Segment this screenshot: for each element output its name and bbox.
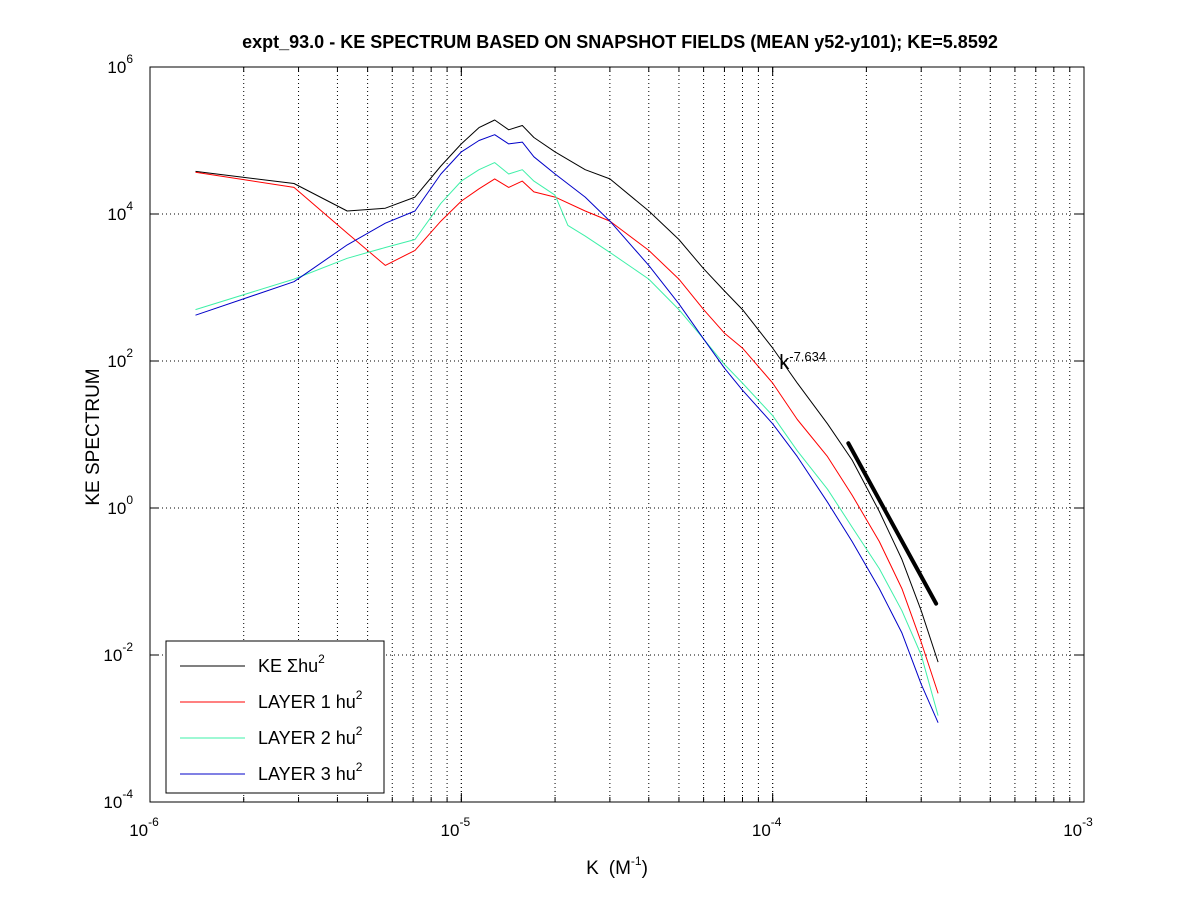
y-tick-base: 10 — [107, 352, 126, 371]
fit-label-k: k — [779, 352, 790, 374]
y-tick-base: 10 — [103, 646, 122, 665]
legend-label-2: LAYER 1 hu2 — [258, 688, 363, 712]
series-layer — [195, 119, 939, 723]
legend-label-superscript: 2 — [318, 652, 325, 666]
x-axis-label: K (M-1) — [586, 854, 648, 879]
y-tick-exponent: 0 — [126, 493, 133, 507]
fit-line — [846, 441, 939, 606]
chart-title: expt_93.0 - KE SPECTRUM BASED ON SNAPSHO… — [242, 32, 998, 52]
fit-label: k-7.634 — [779, 349, 826, 374]
y-tick-label: 10-4 — [103, 787, 133, 812]
x-tick-label: 10-5 — [441, 815, 471, 840]
legend-label-text: LAYER 3 hu — [258, 764, 356, 784]
x-tick-exponent: -3 — [1082, 815, 1093, 829]
legend-label-1: KE Σhu2 — [258, 652, 325, 676]
y-tick-label: 106 — [107, 52, 133, 77]
y-tick-label: 104 — [107, 199, 133, 224]
legend-label-3: LAYER 2 hu2 — [258, 724, 363, 748]
y-tick-label: 100 — [107, 493, 133, 518]
x-tick-label: 10-4 — [752, 815, 782, 840]
x-tick-base: 10 — [752, 821, 771, 840]
legend-label-4: LAYER 3 hu2 — [258, 760, 363, 784]
legend-label-text: LAYER 2 hu — [258, 728, 356, 748]
legend-label-superscript: 2 — [356, 724, 363, 738]
x-tick-exponent: -6 — [148, 815, 159, 829]
y-tick-exponent: 4 — [126, 199, 133, 213]
y-tick-label: 10-2 — [103, 640, 133, 665]
x-tick-base: 10 — [441, 821, 460, 840]
x-axis-unit-exponent: -1 — [631, 854, 642, 868]
legend-label-superscript: 2 — [356, 760, 363, 774]
series-line-1 — [195, 119, 939, 663]
series-line-4 — [195, 134, 939, 723]
legend-label-text: LAYER 1 hu — [258, 692, 356, 712]
x-tick-label: 10-3 — [1063, 815, 1093, 840]
y-tick-base: 10 — [107, 58, 126, 77]
x-tick-exponent: -4 — [771, 815, 782, 829]
y-tick-base: 10 — [103, 793, 122, 812]
y-tick-label: 102 — [107, 346, 133, 371]
fit-label-exponent: -7.634 — [789, 349, 826, 364]
legend-label-text: KE Σhu — [258, 656, 318, 676]
plot-frame — [149, 66, 1085, 803]
y-tick-exponent: 2 — [126, 346, 133, 360]
axis-ticks — [150, 67, 1084, 802]
x-tick-exponent: -5 — [459, 815, 470, 829]
y-tick-base: 10 — [107, 499, 126, 518]
y-tick-base: 10 — [107, 205, 126, 224]
y-axis-label: KE SPECTRUM — [83, 368, 104, 505]
x-axis-unit: (M — [609, 858, 631, 879]
x-tick-base: 10 — [1063, 821, 1082, 840]
x-tick-label: 10-6 — [129, 815, 159, 840]
y-tick-exponent: -4 — [122, 787, 133, 801]
fit-layer: k-7.634 — [779, 349, 939, 606]
x-axis-unit-close: ) — [642, 858, 648, 879]
y-tick-exponent: 6 — [126, 52, 133, 66]
legend-label-superscript: 2 — [356, 688, 363, 702]
x-axis-label-text: K — [586, 858, 599, 879]
series-line-2 — [195, 171, 939, 694]
x-tick-base: 10 — [129, 821, 148, 840]
series-line-3 — [195, 162, 939, 716]
y-tick-exponent: -2 — [122, 640, 133, 654]
